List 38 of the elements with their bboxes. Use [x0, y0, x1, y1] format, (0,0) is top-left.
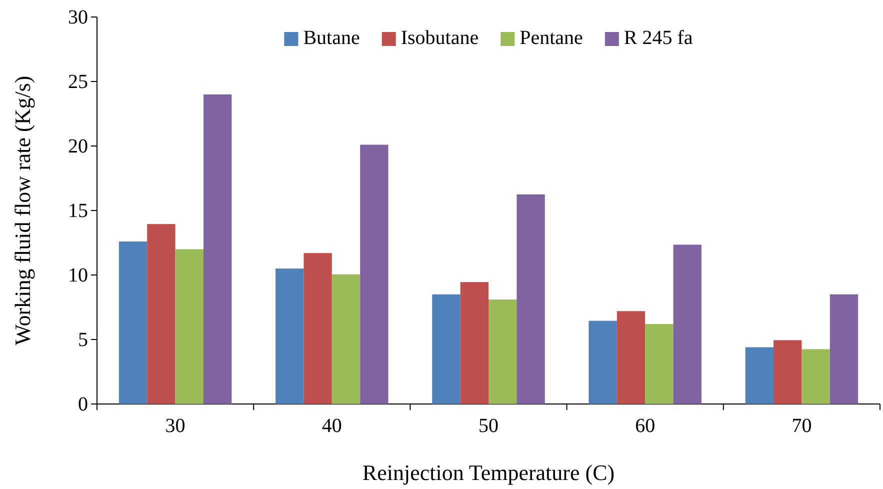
legend-label: R 245 fa	[624, 27, 693, 49]
y-tick-label: 25	[68, 70, 88, 93]
bar	[460, 282, 488, 404]
bar	[332, 274, 360, 404]
x-tick-label: 70	[792, 415, 812, 438]
bar	[774, 340, 802, 404]
bar	[645, 324, 674, 404]
y-tick-label: 10	[68, 264, 88, 286]
bar	[147, 224, 176, 404]
x-tick-label: 30	[165, 415, 186, 438]
bar	[304, 253, 332, 404]
y-tick-label: 20	[68, 135, 88, 158]
y-axis-title: Working fluid flow rate (Kg/s)	[10, 76, 35, 346]
y-tick-label: 15	[68, 200, 88, 222]
bar	[360, 144, 388, 404]
legend-label: Isobutane	[400, 27, 479, 49]
bar	[830, 294, 858, 404]
bar	[588, 320, 617, 404]
bar	[745, 347, 774, 404]
y-tick-label: 5	[78, 328, 88, 351]
bar	[175, 249, 204, 404]
x-axis-title: Reinjection Temperature (C)	[362, 460, 615, 485]
x-tick-label: 50	[478, 415, 498, 438]
bar	[203, 94, 232, 404]
legend-label: Pentane	[520, 27, 584, 49]
bar	[276, 268, 304, 404]
bar	[802, 349, 830, 404]
x-tick-label: 40	[322, 415, 342, 438]
bar	[616, 311, 646, 404]
bar	[118, 241, 148, 404]
bar	[488, 300, 517, 404]
bar	[673, 244, 702, 404]
x-tick-label: 60	[635, 415, 656, 438]
y-tick-label: 30	[68, 6, 88, 28]
bar	[432, 294, 460, 404]
legend-label: Butane	[303, 27, 360, 49]
bar	[516, 194, 545, 404]
y-tick-label: 0	[78, 393, 88, 416]
